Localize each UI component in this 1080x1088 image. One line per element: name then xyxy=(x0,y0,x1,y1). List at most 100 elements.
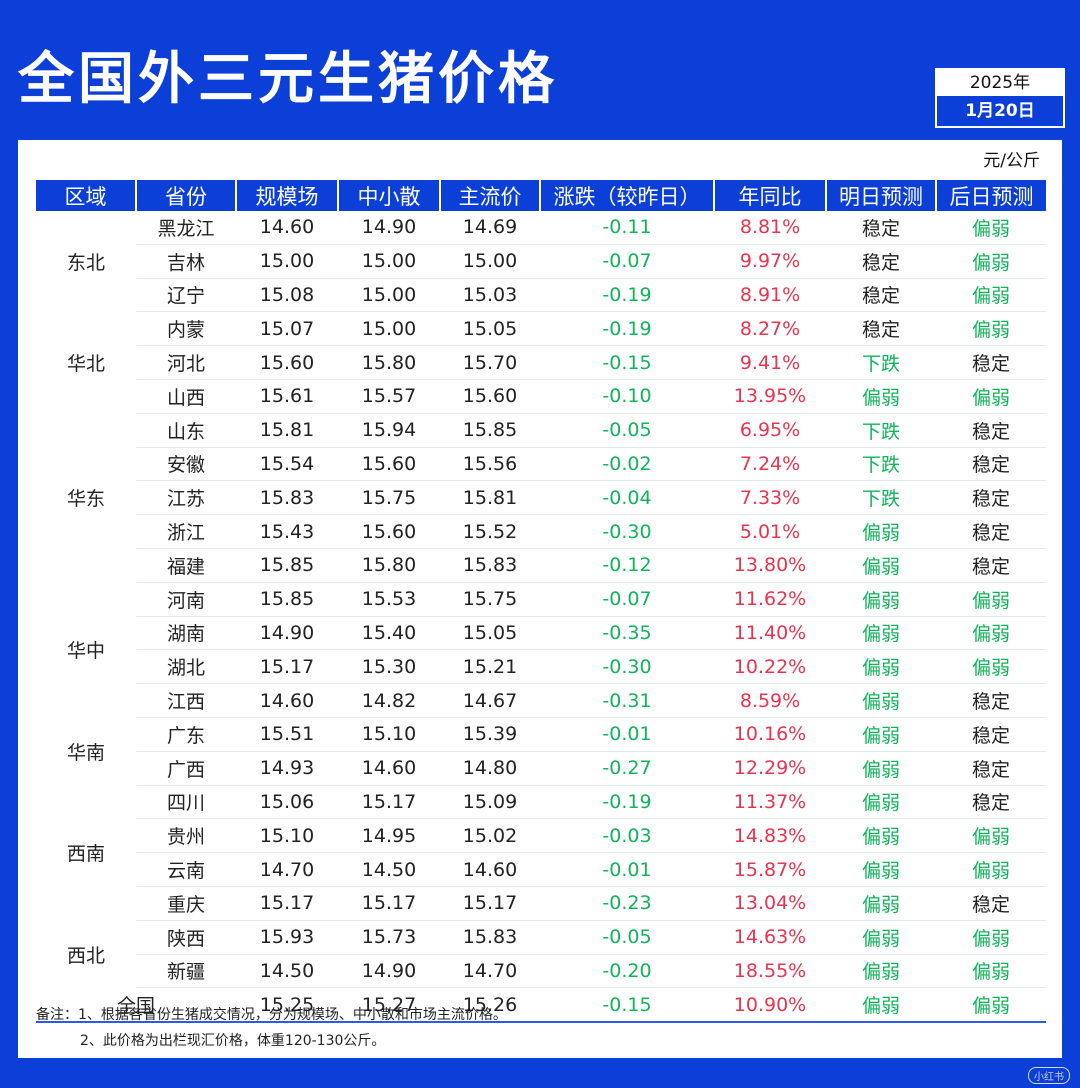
tomorrow-forecast: 下跌 xyxy=(826,413,936,448)
national-label: 全国 xyxy=(36,987,236,1024)
main-price: 14.70 xyxy=(440,954,540,989)
date-year: 2025年 xyxy=(937,70,1063,96)
province-cell: 江西 xyxy=(136,683,236,718)
large-farm-price: 15.93 xyxy=(236,920,338,955)
header-main-price: 主流价 xyxy=(440,180,541,211)
change-value: -0.23 xyxy=(540,886,714,921)
province-cell: 广东 xyxy=(136,717,236,752)
yoy-value: 8.91% xyxy=(714,278,826,313)
tomorrow-forecast: 稳定 xyxy=(826,311,936,347)
header-region: 区域 xyxy=(36,180,137,211)
page-title: 全国外三元生猪价格 xyxy=(18,47,558,112)
after-forecast: 稳定 xyxy=(936,345,1046,380)
yoy-value: 11.40% xyxy=(714,616,826,651)
small-farm-price: 15.10 xyxy=(338,717,440,752)
yoy-value: 6.95% xyxy=(714,413,826,448)
table-row: 华中 河南 15.85 15.53 15.75 -0.07 11.62% 偏弱 偏弱 xyxy=(36,582,1046,662)
province-cell: 河北 xyxy=(136,345,236,380)
yoy-value: 14.63% xyxy=(714,920,826,955)
after-forecast: 偏弱 xyxy=(936,649,1046,685)
yoy-value: 9.97% xyxy=(714,244,826,279)
tomorrow-forecast: 下跌 xyxy=(826,447,936,482)
main-price: 15.03 xyxy=(440,278,540,313)
national-large-price: 15.25 xyxy=(236,987,338,1024)
large-farm-price: 14.50 xyxy=(236,954,338,989)
date-box: 2025年 1月20日 xyxy=(935,68,1065,128)
main-price: 15.85 xyxy=(440,413,540,448)
change-value: -0.01 xyxy=(540,717,714,752)
tomorrow-forecast: 偏弱 xyxy=(826,785,936,820)
tomorrow-forecast: 稳定 xyxy=(826,244,936,279)
tomorrow-forecast: 偏弱 xyxy=(826,954,936,989)
province-cell: 辽宁 xyxy=(136,278,236,313)
change-value: -0.30 xyxy=(540,649,714,685)
large-farm-price: 15.17 xyxy=(236,649,338,685)
national-main-price: 15.26 xyxy=(440,987,540,1024)
yoy-value: 9.41% xyxy=(714,345,826,380)
date-day: 1月20日 xyxy=(937,96,1063,126)
change-value: -0.07 xyxy=(540,244,714,279)
table-row: 江苏 15.83 15.75 15.81 -0.04 7.33% 下跌 稳定 xyxy=(36,480,1046,516)
tomorrow-forecast: 稳定 xyxy=(826,211,936,245)
note-2: 2、此价格为出栏现汇价格，体重120-130公斤。 xyxy=(80,1033,386,1049)
small-farm-price: 14.60 xyxy=(338,751,440,786)
province-cell: 江苏 xyxy=(136,480,236,516)
yoy-value: 18.55% xyxy=(714,954,826,989)
province-cell: 陕西 xyxy=(136,920,236,955)
after-forecast: 稳定 xyxy=(936,514,1046,549)
main-price: 14.69 xyxy=(440,211,540,245)
province-cell: 河南 xyxy=(136,582,236,617)
large-farm-price: 15.10 xyxy=(236,818,338,854)
after-forecast: 偏弱 xyxy=(936,311,1046,347)
table-row: 新疆 14.50 14.90 14.70 -0.20 18.55% 偏弱 偏弱 xyxy=(36,954,1046,989)
after-forecast: 偏弱 xyxy=(936,379,1046,414)
province-cell: 四川 xyxy=(136,785,236,820)
main-price: 15.39 xyxy=(440,717,540,752)
tomorrow-forecast: 偏弱 xyxy=(826,886,936,921)
main-price: 15.17 xyxy=(440,886,540,921)
main-price: 15.81 xyxy=(440,480,540,516)
small-farm-price: 14.90 xyxy=(338,954,440,989)
after-forecast: 偏弱 xyxy=(936,954,1046,989)
table-row: 西北 陕西 15.93 15.73 15.83 -0.05 14.63% 偏弱 偏弱 xyxy=(36,920,1046,967)
header-after-forecast: 后日预测 xyxy=(936,180,1046,211)
header-yoy: 年同比 xyxy=(714,180,827,211)
large-farm-price: 15.43 xyxy=(236,514,338,549)
main-price: 15.56 xyxy=(440,447,540,482)
small-farm-price: 15.53 xyxy=(338,582,440,617)
large-farm-price: 15.83 xyxy=(236,480,338,516)
large-farm-price: 15.85 xyxy=(236,582,338,617)
province-cell: 浙江 xyxy=(136,514,236,549)
table-row: 吉林 15.00 15.00 15.00 -0.07 9.97% 稳定 偏弱 xyxy=(36,244,1046,279)
change-value: -0.03 xyxy=(540,818,714,854)
small-farm-price: 14.82 xyxy=(338,683,440,718)
main-price: 15.05 xyxy=(440,616,540,651)
region-cell: 华中 xyxy=(66,640,105,663)
main-price: 15.05 xyxy=(440,311,540,347)
change-value: -0.19 xyxy=(540,785,714,820)
tomorrow-forecast: 偏弱 xyxy=(826,818,936,854)
yoy-value: 11.62% xyxy=(714,582,826,617)
change-value: -0.27 xyxy=(540,751,714,786)
header-province: 省份 xyxy=(136,180,237,211)
change-value: -0.19 xyxy=(540,311,714,347)
yoy-value: 5.01% xyxy=(714,514,826,549)
main-price: 15.21 xyxy=(440,649,540,685)
main-price: 15.00 xyxy=(440,244,540,279)
national-change: -0.15 xyxy=(540,987,714,1024)
change-value: -0.04 xyxy=(540,480,714,516)
main-price: 14.60 xyxy=(440,852,540,887)
region-cell: 东北 xyxy=(66,251,105,274)
large-farm-price: 15.81 xyxy=(236,413,338,448)
region-cell: 华南 xyxy=(66,741,105,764)
national-yoy: 10.90% xyxy=(714,987,826,1024)
large-farm-price: 14.90 xyxy=(236,616,338,651)
large-farm-price: 15.51 xyxy=(236,717,338,752)
main-price: 15.83 xyxy=(440,920,540,955)
large-farm-price: 14.93 xyxy=(236,751,338,786)
province-cell: 内蒙 xyxy=(136,311,236,347)
small-farm-price: 15.30 xyxy=(338,649,440,685)
after-forecast: 稳定 xyxy=(936,886,1046,921)
yoy-value: 7.33% xyxy=(714,480,826,516)
after-forecast: 偏弱 xyxy=(936,278,1046,313)
